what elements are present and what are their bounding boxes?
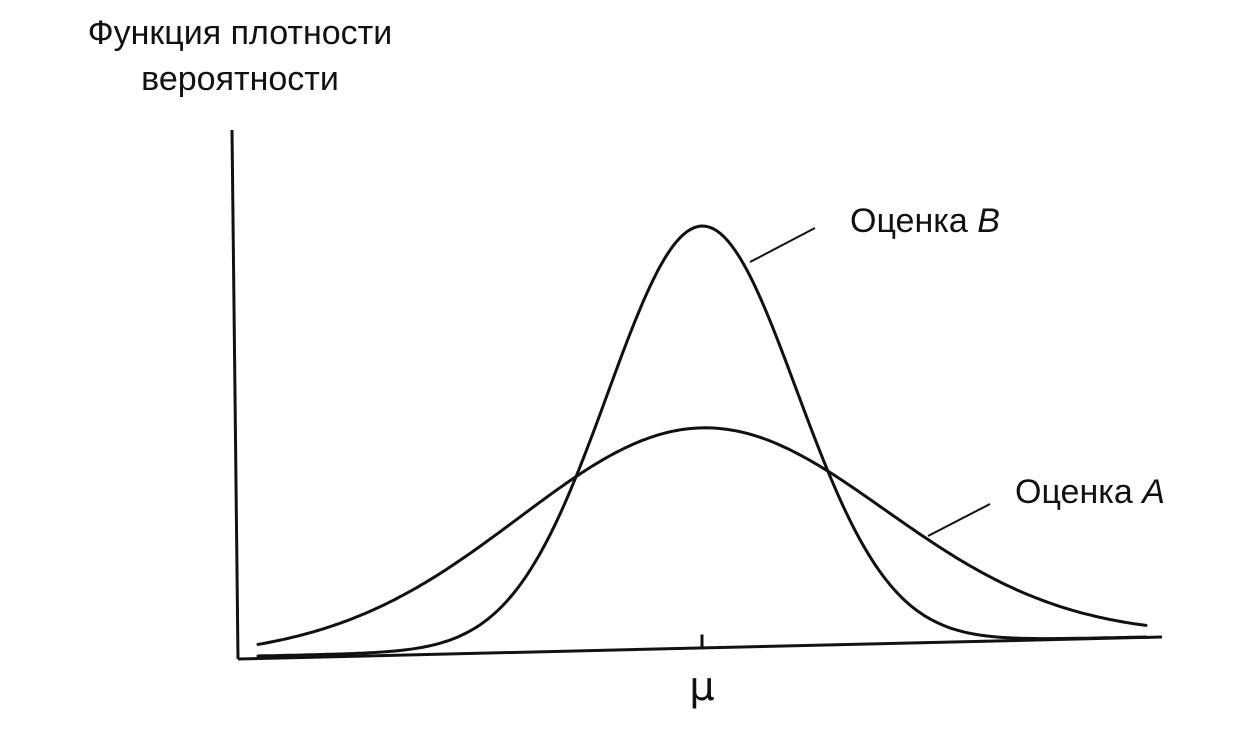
leader-line-b bbox=[749, 227, 816, 263]
x-axis bbox=[237, 635, 1163, 661]
series-label-b-prefix: Оценка bbox=[850, 202, 977, 240]
y-axis-label-line-2: вероятности bbox=[141, 60, 339, 98]
series-label-b: Оценка B bbox=[850, 202, 1000, 240]
x-tick-label-mu: μ bbox=[689, 664, 714, 710]
series-label-a-letter: A bbox=[1140, 473, 1165, 511]
series-label-a-prefix: Оценка bbox=[1015, 473, 1142, 511]
curve-estimate-a bbox=[256, 426, 1148, 646]
leader-line-a bbox=[927, 503, 991, 537]
curve-estimate-b bbox=[256, 224, 1148, 658]
series-label-a: Оценка A bbox=[1015, 473, 1165, 511]
y-axis bbox=[230, 129, 240, 660]
series-label-b-letter: B bbox=[977, 202, 1000, 240]
y-axis-label-line-1: Функция плотности bbox=[88, 14, 392, 52]
